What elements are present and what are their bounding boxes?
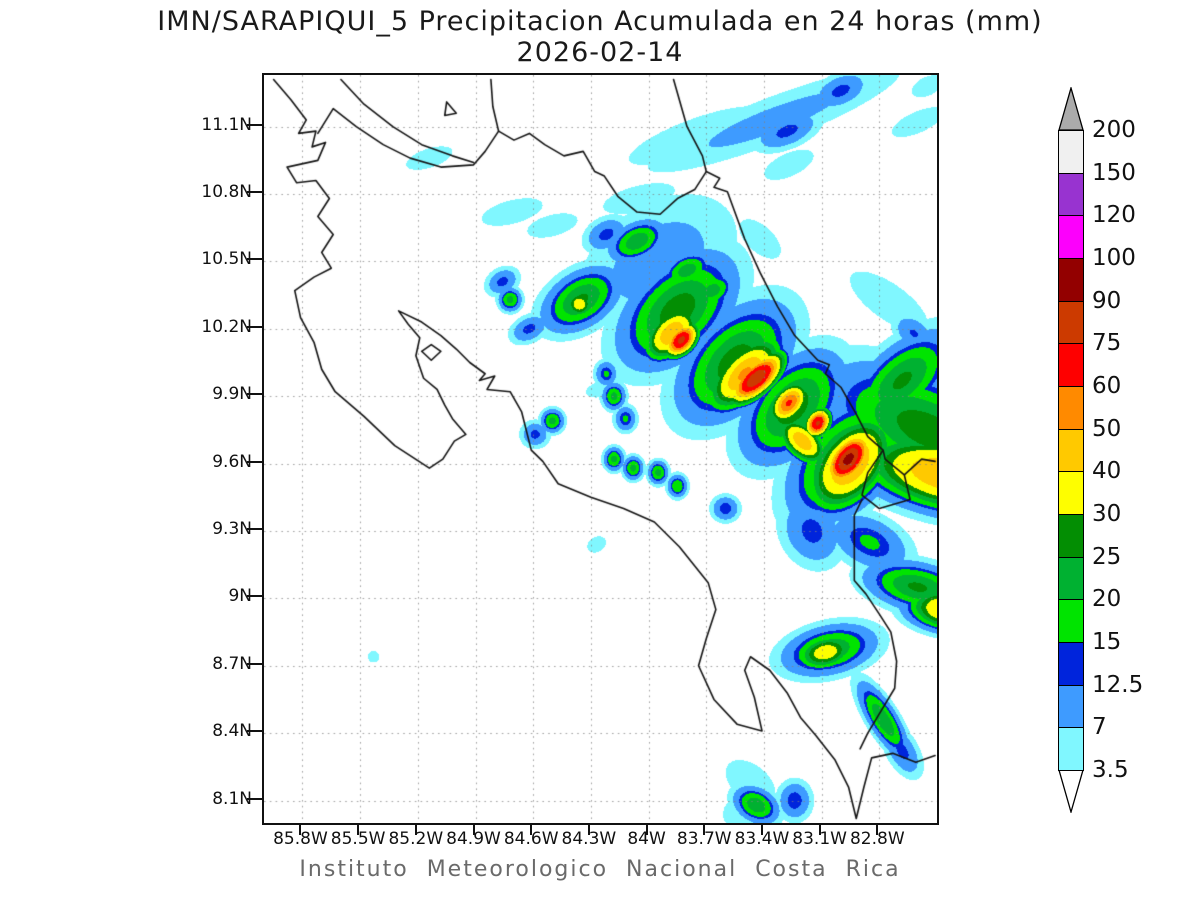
lat-tick-mark — [247, 730, 262, 733]
colorbar-label: 15 — [1092, 629, 1122, 655]
colorbar-cell — [1058, 514, 1084, 558]
lat-tick-mark — [247, 460, 262, 463]
colorbar-label: 60 — [1092, 373, 1122, 399]
colorbar-cell — [1058, 428, 1084, 473]
lat-tick-label: 9.9N — [212, 384, 252, 405]
lat-tick-mark — [247, 325, 262, 328]
lat-tick-mark — [247, 662, 262, 665]
lon-tick-mark — [414, 823, 417, 835]
colorbar-label: 100 — [1092, 245, 1136, 271]
lon-tick-label: 85.2W — [388, 829, 444, 849]
lon-tick-label: 83.7W — [676, 829, 732, 849]
colorbar-label: 50 — [1092, 415, 1122, 442]
lat-tick-label: 11.1N — [201, 114, 252, 135]
lon-tick-mark — [587, 823, 590, 835]
lat-tick-label: 8.1N — [212, 788, 252, 809]
colorbar-cell — [1058, 215, 1084, 259]
lon-tick-label: 83.1W — [792, 829, 847, 849]
lat-tick-mark — [247, 191, 262, 194]
colorbar-label: 200 — [1092, 117, 1136, 143]
colorbar-label: 12.5 — [1092, 671, 1144, 698]
lat-tick-label: 10.8N — [201, 182, 252, 203]
colorbar-label: 120 — [1092, 202, 1136, 229]
lon-tick-mark — [818, 823, 821, 835]
lat-tick-label: 9.6N — [212, 451, 252, 472]
lat-tick-label: 8.7N — [212, 653, 252, 674]
colorbar-label: 3.5 — [1092, 757, 1129, 783]
colorbar-over-arrow — [1058, 87, 1084, 131]
colorbar-cell — [1058, 258, 1084, 302]
lat-tick-mark — [247, 123, 262, 126]
colorbar-cell — [1058, 172, 1084, 217]
map-title: IMN/SARAPIQUI_5 Precipitacion Acumulada … — [157, 6, 1043, 37]
colorbar-cell — [1058, 556, 1084, 601]
lon-tick-mark — [760, 823, 763, 835]
lat-tick-mark — [247, 393, 262, 396]
lon-tick-label: 85.5W — [330, 829, 386, 849]
lat-tick-label: 9N — [228, 586, 252, 607]
lon-tick-label: 84.3W — [561, 829, 617, 849]
colorbar-cell — [1058, 642, 1084, 686]
lon-tick-label: 83.4W — [734, 829, 790, 849]
lat-tick-label: 10.2N — [201, 316, 252, 337]
lat-tick-mark — [247, 797, 262, 800]
colorbar-label: 7 — [1092, 714, 1107, 741]
lon-tick-mark — [876, 823, 879, 835]
lon-tick-label: 84W — [627, 829, 666, 849]
lon-tick-mark — [472, 823, 475, 835]
colorbar-under-arrow — [1058, 769, 1084, 813]
colorbar-cell — [1058, 599, 1084, 643]
colorbar-label: 150 — [1092, 159, 1136, 186]
lat-tick-label: 10.5N — [201, 249, 252, 270]
colorbar-cell — [1058, 471, 1084, 515]
map-date-subtitle: 2026-02-14 — [516, 37, 684, 68]
lat-tick-mark — [247, 258, 262, 261]
lon-tick-mark — [530, 823, 533, 835]
colorbar-label: 40 — [1092, 458, 1122, 485]
colorbar-cell — [1058, 727, 1084, 771]
colorbar-label: 90 — [1092, 287, 1122, 314]
footer-credit: Instituto Meteorologico Nacional Costa R… — [299, 857, 901, 882]
lon-tick-mark — [357, 823, 360, 835]
lon-tick-mark — [703, 823, 706, 835]
lat-tick-label: 9.3N — [212, 518, 252, 539]
colorbar-label: 30 — [1092, 501, 1122, 527]
lat-tick-mark — [247, 527, 262, 530]
lat-tick-label: 8.4N — [212, 721, 252, 742]
lon-tick-label: 82.8W — [849, 829, 905, 849]
colorbar-cell — [1058, 684, 1084, 729]
colorbar-cell — [1058, 130, 1084, 174]
colorbar-cell — [1058, 300, 1084, 345]
colorbar-cell — [1058, 343, 1084, 387]
colorbar-label: 75 — [1092, 330, 1122, 357]
colorbar-label: 20 — [1092, 586, 1122, 613]
lon-tick-label: 84.6W — [503, 829, 559, 849]
lon-tick-label: 85.8W — [273, 829, 328, 849]
precipitation-map-canvas — [264, 75, 937, 823]
colorbar-label: 25 — [1092, 543, 1122, 570]
lon-tick-mark — [645, 823, 648, 835]
lon-tick-label: 84.9W — [446, 829, 501, 849]
plot-frame — [262, 73, 939, 825]
lon-tick-mark — [299, 823, 302, 835]
colorbar-cell — [1058, 386, 1084, 430]
lat-tick-mark — [247, 595, 262, 598]
